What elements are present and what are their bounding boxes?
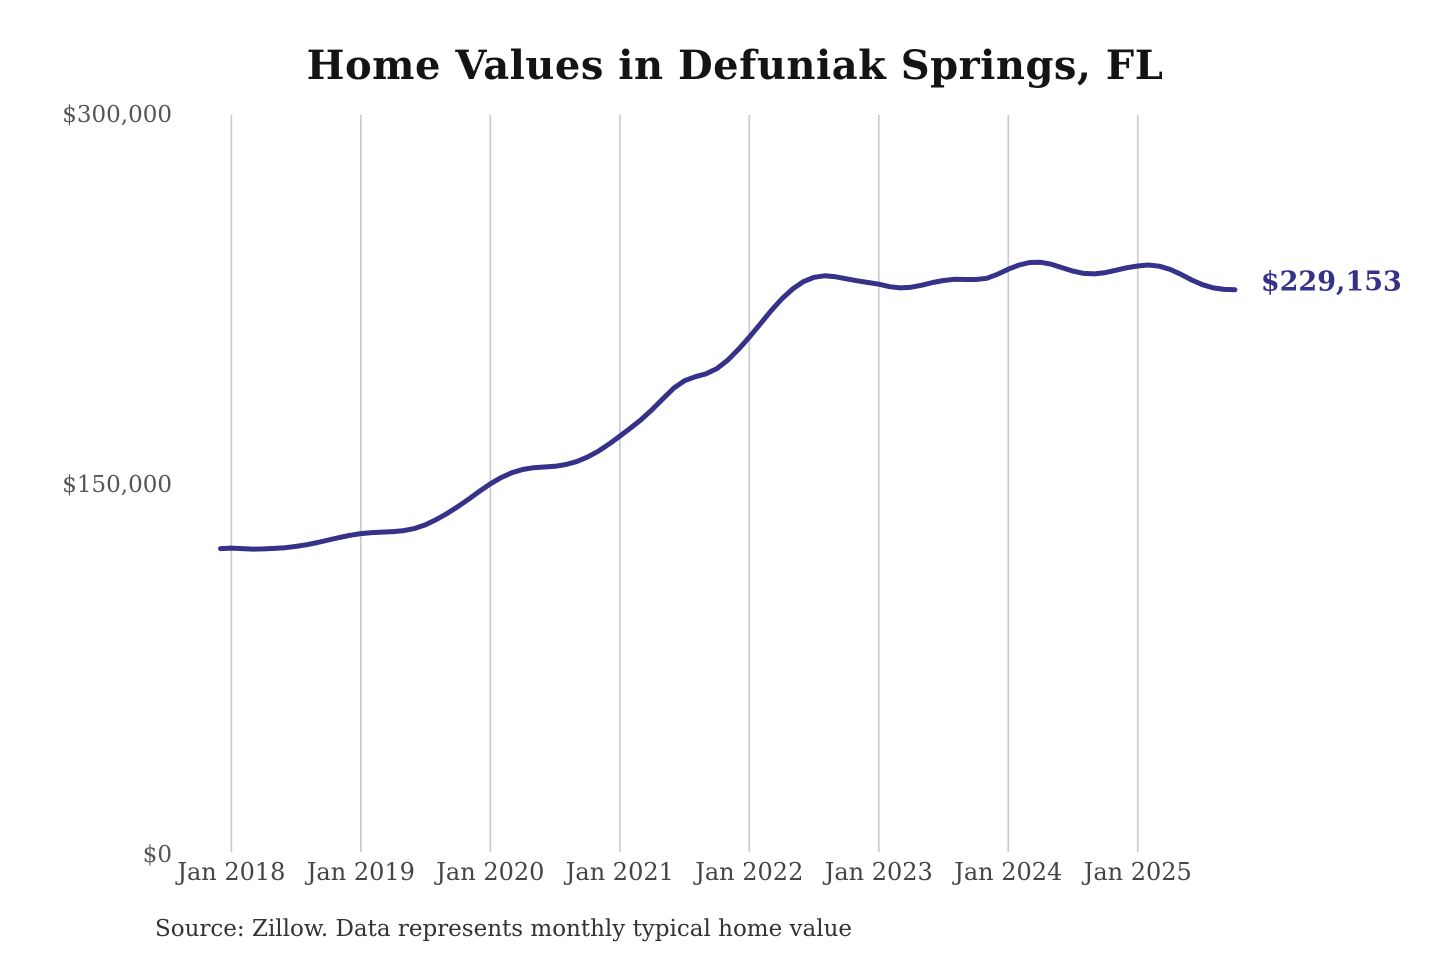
x-tick-jan-2022: Jan 2022 [695, 858, 804, 886]
x-tick-jan-2023: Jan 2023 [824, 858, 933, 886]
chart-title: Home Values in Defuniak Springs, FL [306, 42, 1164, 89]
source-attribution: Source: Zillow. Data represents monthly … [155, 916, 853, 942]
x-tick-jan-2021: Jan 2021 [565, 858, 674, 886]
x-tick-jan-2018: Jan 2018 [177, 858, 286, 886]
latest-value-label: $229,153 [1260, 266, 1402, 298]
home-value-line-series [218, 259, 1238, 552]
x-tick-jan-2024: Jan 2024 [954, 858, 1063, 886]
x-tick-jan-2019: Jan 2019 [306, 858, 415, 886]
x-tick-jan-2020: Jan 2020 [436, 858, 545, 886]
y-tick-0: $0 [142, 842, 172, 868]
x-tick-jan-2025: Jan 2025 [1083, 858, 1192, 886]
vertical-gridlines [230, 115, 1139, 852]
y-tick-300000: $300,000 [62, 102, 172, 128]
y-tick-150000: $150,000 [62, 472, 172, 498]
